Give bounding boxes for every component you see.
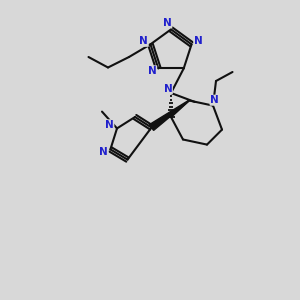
Text: N: N xyxy=(194,36,203,46)
Text: N: N xyxy=(210,95,219,105)
Text: N: N xyxy=(140,36,148,46)
Polygon shape xyxy=(149,100,189,130)
Text: N: N xyxy=(163,18,172,28)
Text: N: N xyxy=(105,120,114,130)
Text: N: N xyxy=(99,147,108,158)
Text: N: N xyxy=(164,83,172,94)
Text: N: N xyxy=(148,66,157,76)
